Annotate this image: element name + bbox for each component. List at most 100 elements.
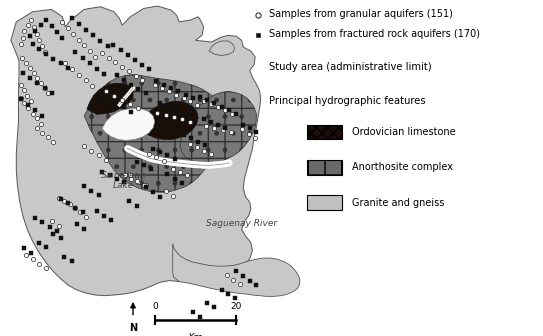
Point bbox=[199, 148, 208, 153]
Point bbox=[118, 97, 127, 103]
Point bbox=[60, 254, 68, 260]
Point bbox=[224, 291, 232, 297]
Point bbox=[152, 79, 161, 84]
Point bbox=[134, 106, 143, 111]
Point bbox=[47, 91, 56, 96]
Point bbox=[210, 305, 219, 310]
Point bbox=[26, 34, 34, 39]
Point bbox=[49, 139, 58, 144]
Point bbox=[85, 48, 94, 54]
Point bbox=[24, 106, 33, 111]
Point bbox=[217, 287, 226, 292]
Point bbox=[141, 91, 150, 96]
Point bbox=[28, 111, 37, 116]
Point bbox=[69, 31, 78, 36]
Point bbox=[40, 49, 49, 55]
Point bbox=[36, 23, 45, 28]
Point bbox=[237, 127, 246, 132]
Point bbox=[221, 108, 230, 113]
Point bbox=[80, 226, 89, 232]
Point bbox=[251, 135, 260, 140]
Point bbox=[202, 123, 211, 129]
Point bbox=[165, 89, 174, 94]
Point bbox=[178, 117, 186, 122]
Point bbox=[214, 122, 223, 128]
Point bbox=[36, 121, 45, 126]
Point bbox=[29, 24, 38, 30]
Point bbox=[123, 53, 132, 58]
Point bbox=[42, 17, 50, 23]
Point bbox=[33, 75, 41, 81]
Point bbox=[119, 77, 128, 83]
Point bbox=[92, 66, 101, 71]
Point bbox=[236, 281, 244, 287]
Bar bbox=[307, 160, 342, 175]
Point bbox=[206, 120, 215, 125]
Point bbox=[56, 60, 65, 66]
Point bbox=[126, 101, 135, 107]
Point bbox=[28, 41, 37, 46]
Point bbox=[178, 180, 186, 186]
Point bbox=[254, 33, 262, 38]
Text: Anorthosite complex: Anorthosite complex bbox=[352, 162, 453, 172]
Point bbox=[38, 220, 47, 225]
Point bbox=[94, 153, 103, 158]
Point bbox=[156, 149, 165, 155]
Polygon shape bbox=[180, 91, 256, 163]
Point bbox=[161, 112, 170, 118]
Point bbox=[16, 82, 25, 87]
Point bbox=[81, 77, 90, 83]
Point bbox=[74, 37, 83, 42]
Point bbox=[64, 25, 72, 30]
Point bbox=[33, 31, 41, 36]
Point bbox=[127, 82, 136, 87]
Point bbox=[132, 159, 141, 165]
Point bbox=[24, 23, 33, 28]
Point bbox=[22, 60, 30, 66]
Point bbox=[119, 104, 128, 110]
Point bbox=[58, 19, 67, 25]
Point bbox=[232, 111, 241, 116]
Point bbox=[33, 116, 41, 121]
Point bbox=[203, 300, 212, 306]
Point bbox=[153, 110, 162, 115]
Point bbox=[80, 184, 89, 189]
Point bbox=[199, 117, 208, 122]
Point bbox=[156, 101, 165, 106]
Point bbox=[230, 296, 239, 301]
Point bbox=[53, 29, 61, 35]
Point bbox=[33, 81, 41, 86]
Point bbox=[38, 44, 47, 49]
Point bbox=[40, 85, 49, 91]
Point bbox=[29, 71, 38, 76]
Point bbox=[138, 77, 147, 83]
Polygon shape bbox=[140, 101, 198, 139]
Point bbox=[74, 22, 83, 27]
Point bbox=[218, 128, 227, 133]
Point bbox=[239, 274, 248, 279]
Point bbox=[185, 114, 193, 120]
Point bbox=[109, 43, 117, 48]
Point bbox=[244, 131, 253, 136]
Point bbox=[225, 108, 233, 113]
Point bbox=[210, 101, 219, 106]
Point bbox=[103, 95, 112, 101]
Point bbox=[119, 179, 128, 185]
Point bbox=[92, 208, 101, 214]
Point bbox=[152, 155, 161, 160]
Point bbox=[47, 218, 56, 224]
Point bbox=[195, 94, 204, 99]
Point bbox=[56, 196, 65, 202]
Point bbox=[100, 71, 109, 77]
Point bbox=[54, 223, 63, 228]
Point bbox=[73, 222, 81, 227]
Point bbox=[206, 101, 215, 107]
Point bbox=[126, 173, 135, 178]
Point bbox=[188, 309, 197, 314]
Point bbox=[26, 65, 34, 71]
Point bbox=[35, 38, 43, 43]
Point bbox=[145, 66, 154, 72]
Point bbox=[118, 64, 127, 69]
Point bbox=[42, 265, 50, 271]
Text: Km: Km bbox=[188, 333, 203, 336]
